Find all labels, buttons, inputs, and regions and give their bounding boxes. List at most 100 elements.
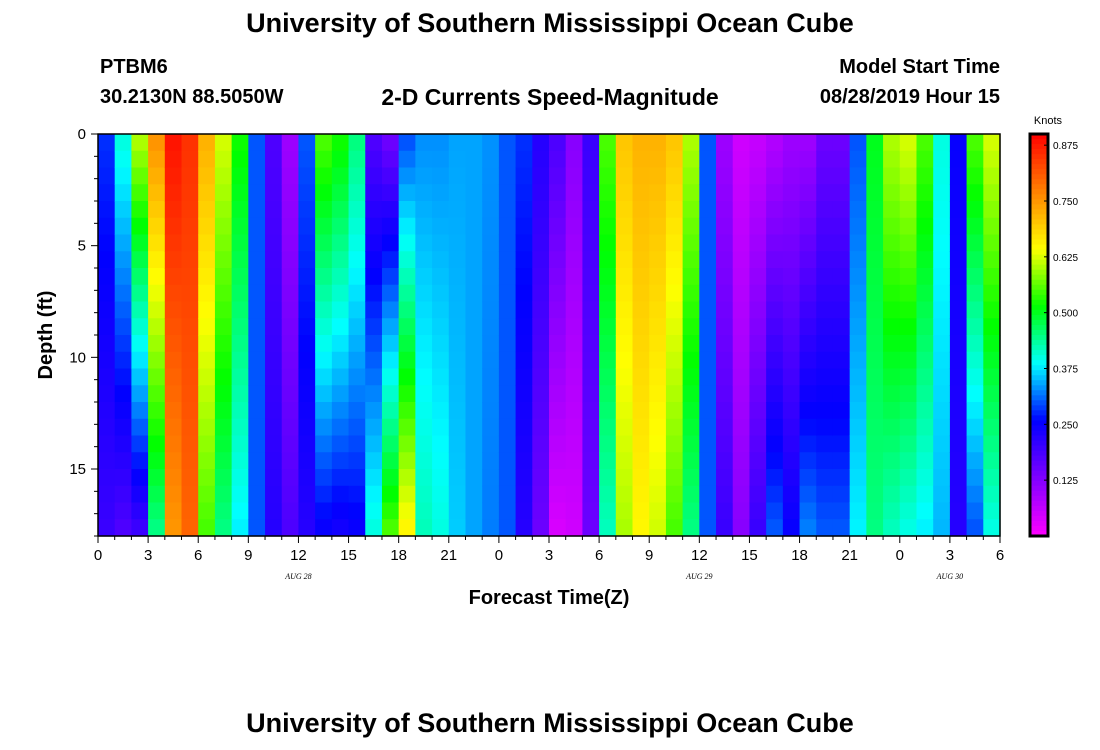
heatmap-cell bbox=[849, 351, 867, 370]
heatmap-cell bbox=[582, 318, 600, 336]
heatmap-cell bbox=[749, 134, 767, 152]
heatmap-cell bbox=[331, 318, 350, 336]
heatmap-cell bbox=[816, 485, 834, 504]
heatmap-cell bbox=[265, 284, 283, 303]
heatmap-cell bbox=[148, 335, 166, 353]
y-tick-label: 15 bbox=[69, 461, 86, 478]
heatmap-cell bbox=[281, 318, 300, 336]
heatmap-cell bbox=[549, 469, 567, 487]
heatmap-cell bbox=[231, 150, 249, 169]
heatmap-cell bbox=[766, 485, 784, 504]
heatmap-cell bbox=[732, 217, 751, 236]
heatmap-cell bbox=[615, 251, 634, 269]
date-label: AUG 29 bbox=[685, 572, 712, 581]
heatmap-cell bbox=[665, 519, 684, 537]
heatmap-cell bbox=[532, 234, 550, 252]
heatmap-cell bbox=[448, 402, 467, 420]
heatmap-cell bbox=[916, 201, 934, 219]
heatmap-cell bbox=[331, 217, 350, 236]
heatmap-cell bbox=[866, 201, 884, 219]
heatmap-cell bbox=[381, 284, 400, 303]
colorbar-segment bbox=[1030, 410, 1048, 417]
heatmap-cell bbox=[599, 469, 617, 487]
heatmap-cell bbox=[465, 418, 483, 437]
heatmap-cell bbox=[716, 335, 734, 353]
heatmap-cell bbox=[916, 318, 934, 336]
heatmap-cell bbox=[732, 284, 751, 303]
heatmap-cell bbox=[866, 251, 884, 269]
heatmap-cell bbox=[498, 402, 517, 420]
heatmap-cell bbox=[181, 452, 199, 470]
x-tick-label: 6 bbox=[996, 547, 1004, 564]
heatmap-cell bbox=[164, 318, 183, 336]
heatmap-cell bbox=[198, 217, 216, 236]
heatmap-cell bbox=[782, 234, 801, 252]
colorbar-segment bbox=[1030, 234, 1048, 241]
heatmap-cell bbox=[448, 217, 467, 236]
heatmap-cell bbox=[983, 351, 1001, 370]
heatmap-cell bbox=[599, 452, 617, 470]
heatmap-cell bbox=[114, 184, 132, 202]
x-tick-label: 9 bbox=[244, 547, 252, 564]
heatmap-cell bbox=[983, 485, 1001, 504]
heatmap-cell bbox=[949, 150, 968, 169]
heatmap-cell bbox=[849, 318, 867, 336]
heatmap-cell bbox=[198, 418, 216, 437]
heatmap-cell bbox=[265, 368, 283, 386]
heatmap-cell bbox=[265, 318, 283, 336]
heatmap-cell bbox=[916, 184, 934, 202]
heatmap-cell bbox=[265, 485, 283, 504]
heatmap-cell bbox=[582, 268, 600, 286]
heatmap-cell bbox=[398, 402, 416, 420]
heatmap-cell bbox=[315, 268, 333, 286]
heatmap-cell bbox=[983, 418, 1001, 437]
heatmap-cell bbox=[866, 217, 884, 236]
heatmap-cell bbox=[532, 201, 550, 219]
heatmap-cell bbox=[849, 335, 867, 353]
heatmap-cell bbox=[565, 318, 583, 336]
heatmap-cell bbox=[966, 485, 984, 504]
heatmap-cell bbox=[515, 318, 533, 336]
heatmap-cell bbox=[665, 217, 684, 236]
heatmap-cell bbox=[248, 134, 266, 152]
heatmap-cell bbox=[933, 435, 951, 453]
heatmap-cell bbox=[832, 217, 851, 236]
heatmap-cell bbox=[114, 201, 132, 219]
heatmap-cell bbox=[281, 184, 300, 202]
heatmap-cell bbox=[649, 234, 667, 252]
heatmap-cell bbox=[214, 134, 233, 152]
heatmap-cell bbox=[966, 150, 984, 169]
heatmap-cell bbox=[465, 402, 483, 420]
heatmap-cell bbox=[615, 402, 634, 420]
heatmap-cell bbox=[732, 318, 751, 336]
heatmap-cell bbox=[983, 368, 1001, 386]
heatmap-cell bbox=[916, 351, 934, 370]
heatmap-cell bbox=[448, 167, 467, 185]
heatmap-cell bbox=[883, 167, 901, 185]
heatmap-cell bbox=[782, 167, 801, 185]
heatmap-cell bbox=[432, 301, 450, 319]
heatmap-cell bbox=[381, 485, 400, 504]
heatmap-cell bbox=[582, 167, 600, 185]
heatmap-cell bbox=[582, 251, 600, 269]
heatmap-cell bbox=[248, 368, 266, 386]
heatmap-cell bbox=[732, 201, 751, 219]
colorbar-segment bbox=[1030, 500, 1048, 507]
heatmap-cell bbox=[933, 251, 951, 269]
heatmap-cell bbox=[632, 385, 650, 403]
heatmap-cell bbox=[482, 368, 500, 386]
heatmap-cell bbox=[682, 385, 700, 403]
heatmap-cell bbox=[181, 368, 199, 386]
heatmap-cell bbox=[98, 268, 116, 286]
heatmap-cell bbox=[381, 268, 400, 286]
heatmap-cell bbox=[131, 134, 149, 152]
colorbar-segment bbox=[1030, 319, 1048, 326]
heatmap-cell bbox=[214, 301, 233, 319]
heatmap-cell bbox=[448, 435, 467, 453]
heatmap-cell bbox=[632, 519, 650, 537]
heatmap-cell bbox=[98, 385, 116, 403]
chart-subtitle: 2-D Currents Speed-Magnitude bbox=[381, 84, 719, 110]
heatmap-cell bbox=[365, 402, 383, 420]
heatmap-cell bbox=[549, 452, 567, 470]
heatmap-cell bbox=[549, 318, 567, 336]
